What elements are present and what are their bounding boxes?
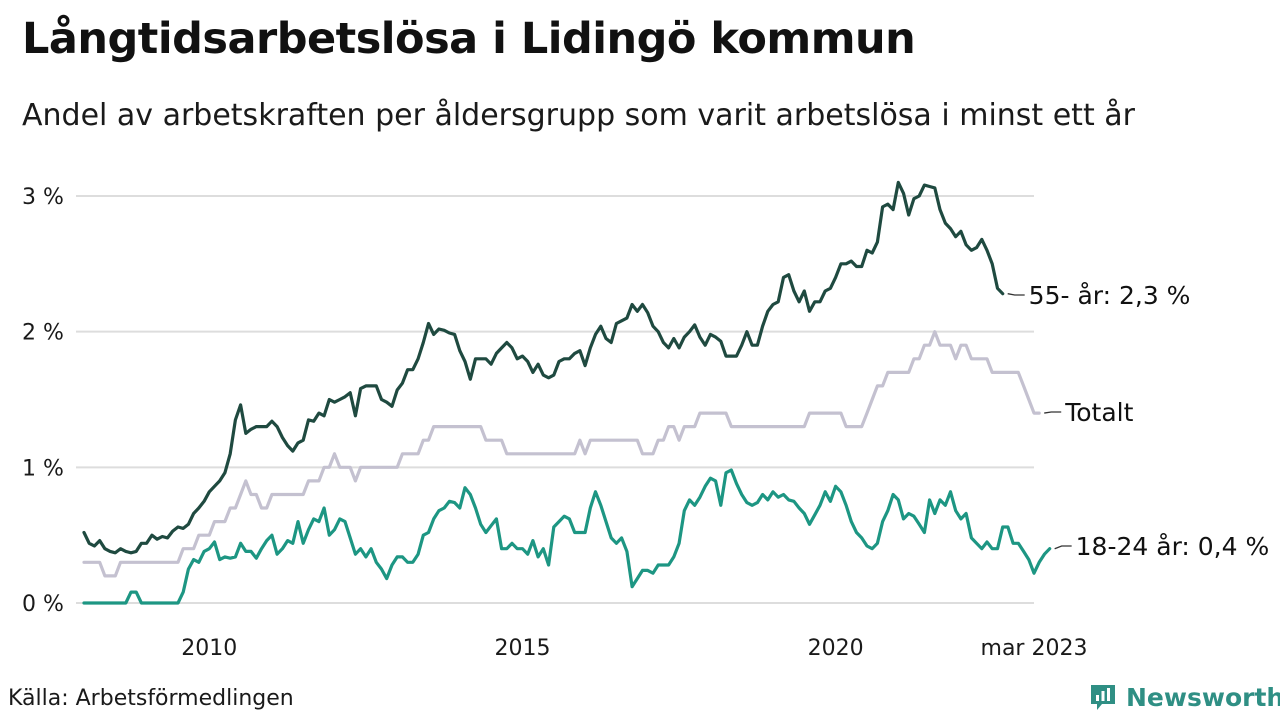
chart-subtitle: Andel av arbetskraften per åldersgrupp s… xyxy=(22,98,1135,133)
gridlines xyxy=(76,195,1034,604)
y-tick-label: 3 % xyxy=(22,185,64,210)
x-tick-label: 2015 xyxy=(494,636,550,661)
line-chart: 0 % 1 % 2 % 3 % 2010 2015 2020 mar 2023 55- år… xyxy=(22,180,1270,661)
y-tick-label: 1 % xyxy=(22,456,64,481)
series-end-label: 55- år: 2,3 % xyxy=(1029,281,1191,310)
source-note: Källa: Arbetsförmedlingen xyxy=(8,686,294,711)
y-axis-tick-labels: 0 % 1 % 2 % 3 % xyxy=(22,185,64,617)
x-tick-label: 2020 xyxy=(808,636,864,661)
series-line xyxy=(82,468,1052,605)
end-label-leader xyxy=(1007,293,1025,296)
x-axis-tick-labels: 2010 2015 2020 mar 2023 xyxy=(181,636,1087,661)
x-tick-label: 2010 xyxy=(181,636,237,661)
y-tick-label: 0 % xyxy=(22,592,64,617)
chart-title: Långtidsarbetslösa i Lidingö kommun xyxy=(22,14,916,64)
series-end-labels: 55- år: 2,3 % Totalt 18-24 år: 0,4 % xyxy=(1007,281,1270,561)
series-line xyxy=(82,180,1005,555)
series-end-label: Totalt xyxy=(1064,398,1133,427)
newsworthy-logo: Newsworthy xyxy=(1088,682,1280,712)
end-label-leader xyxy=(1044,411,1062,414)
brand-name: Newsworthy xyxy=(1126,682,1280,712)
series-lines xyxy=(82,180,1052,605)
x-tick-label: mar 2023 xyxy=(981,636,1088,661)
series-line xyxy=(82,330,1041,578)
end-label-leader xyxy=(1054,545,1072,550)
y-tick-label: 2 % xyxy=(22,321,64,346)
series-end-label: 18-24 år: 0,4 % xyxy=(1076,532,1270,561)
bar-chart-speech-bubble-icon xyxy=(1091,685,1115,710)
